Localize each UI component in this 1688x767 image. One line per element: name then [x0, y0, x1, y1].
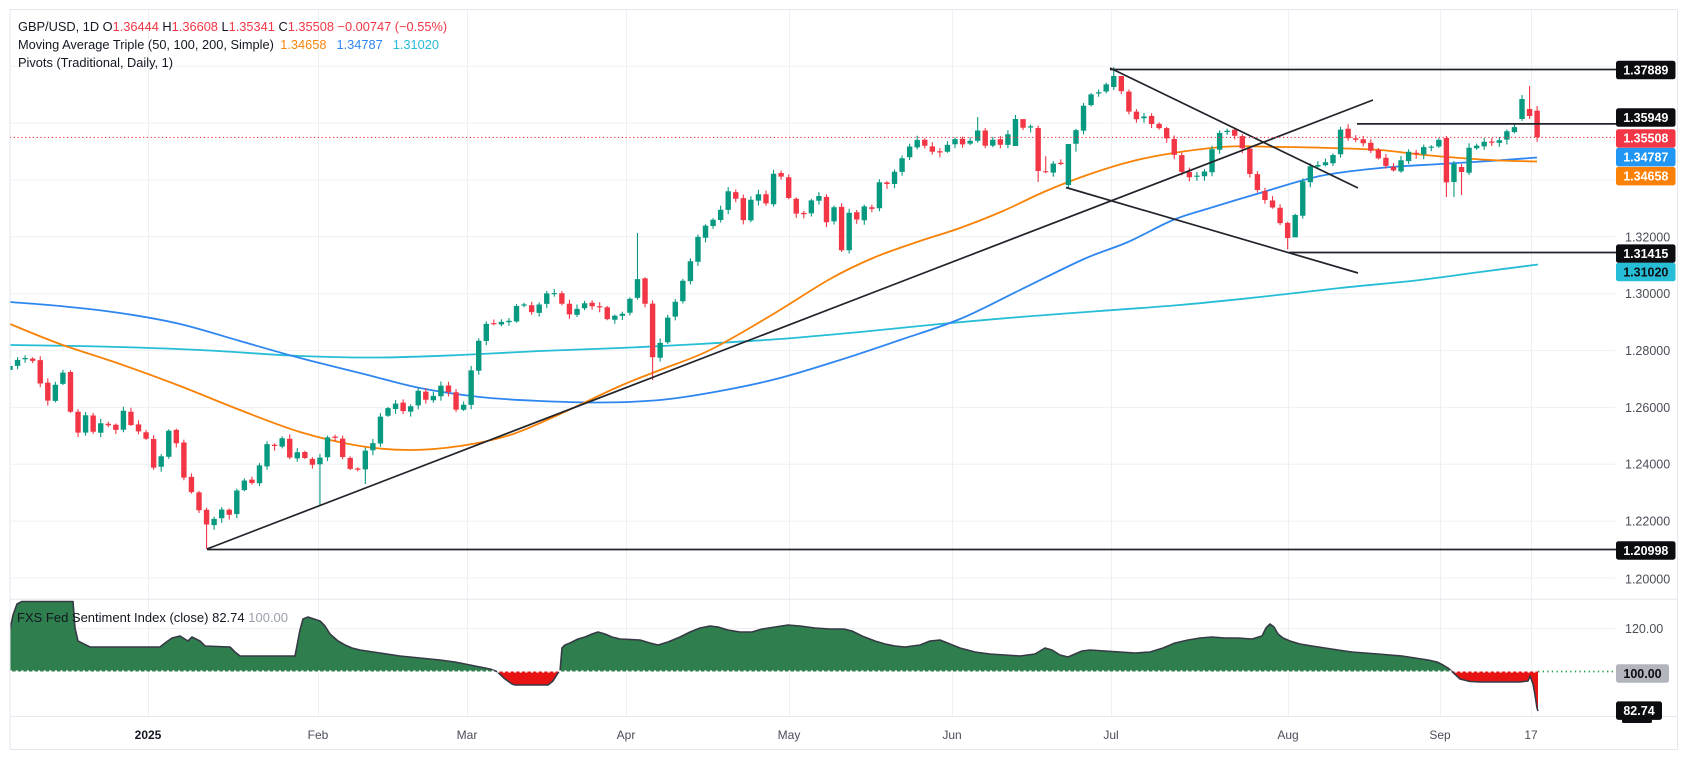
svg-text:1.32000: 1.32000: [1625, 231, 1670, 245]
svg-text:Jun: Jun: [942, 728, 961, 742]
svg-text:1.31020: 1.31020: [1623, 265, 1668, 279]
svg-text:1.26000: 1.26000: [1625, 401, 1670, 415]
svg-text:1.31415: 1.31415: [1623, 247, 1668, 261]
svg-text:1.20000: 1.20000: [1625, 572, 1670, 586]
svg-text:2025: 2025: [135, 728, 162, 742]
svg-text:GBP/USD, 1D O1.36444 H1.36608: GBP/USD, 1D O1.36444 H1.36608 L1.35341 C…: [18, 19, 447, 34]
svg-text:1.35949: 1.35949: [1623, 111, 1668, 125]
svg-text:82.74: 82.74: [1623, 704, 1654, 718]
svg-text:Moving Average Triple (50, 100: Moving Average Triple (50, 100, 200, Sim…: [18, 37, 439, 52]
svg-text:Pivots (Traditional, Daily, 1): Pivots (Traditional, Daily, 1): [18, 55, 173, 70]
svg-text:1.34787: 1.34787: [1623, 151, 1668, 165]
svg-text:Jul: Jul: [1103, 728, 1118, 742]
svg-text:1.24000: 1.24000: [1625, 458, 1670, 472]
svg-text:1.37889: 1.37889: [1623, 63, 1668, 77]
svg-text:1.35508: 1.35508: [1623, 132, 1668, 146]
svg-text:1.22000: 1.22000: [1625, 515, 1670, 529]
svg-text:Sep: Sep: [1429, 728, 1451, 742]
svg-text:17: 17: [1524, 728, 1538, 742]
svg-text:1.28000: 1.28000: [1625, 344, 1670, 358]
svg-text:100.00: 100.00: [1623, 667, 1661, 681]
svg-text:Apr: Apr: [617, 728, 636, 742]
svg-text:Feb: Feb: [308, 728, 329, 742]
svg-text:FXS Fed Sentiment Index (close: FXS Fed Sentiment Index (close) 82.74 10…: [17, 610, 288, 625]
svg-text:Mar: Mar: [457, 728, 478, 742]
svg-text:120.00: 120.00: [1625, 622, 1663, 636]
svg-text:1.34658: 1.34658: [1623, 170, 1668, 184]
svg-text:1.20998: 1.20998: [1623, 544, 1668, 558]
svg-text:1.30000: 1.30000: [1625, 287, 1670, 301]
svg-text:Aug: Aug: [1277, 728, 1298, 742]
svg-text:May: May: [778, 728, 801, 742]
